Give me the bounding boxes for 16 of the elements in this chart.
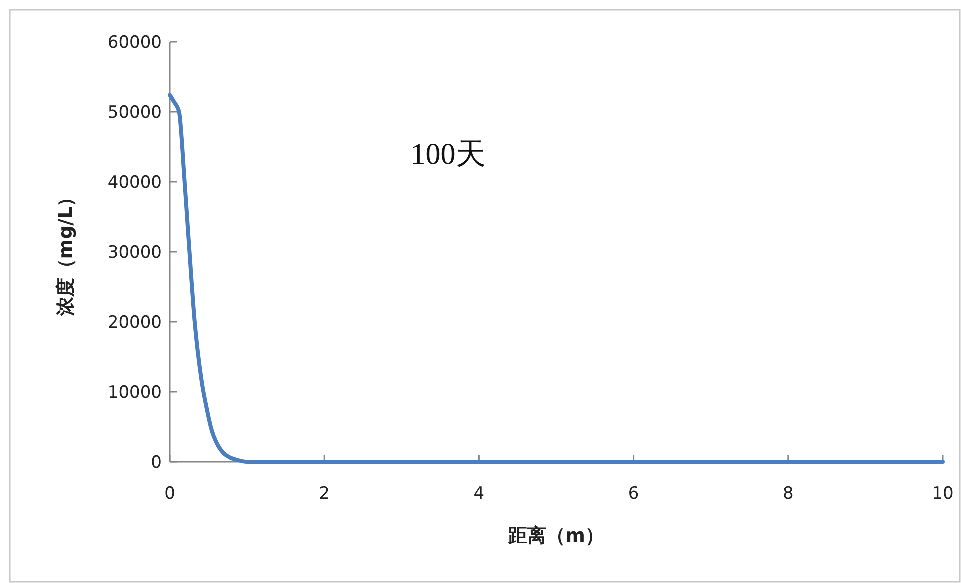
annotation: 100天: [410, 138, 486, 171]
y-tick-label: 30000: [108, 242, 162, 263]
x-tick-label: 6: [628, 484, 640, 504]
x-tick-label: 8: [782, 484, 794, 504]
x-axis-title: 距离（m）: [508, 525, 604, 547]
y-tick-label: 60000: [108, 32, 162, 53]
y-tick-label: 0: [151, 452, 162, 473]
y-tick-label: 40000: [108, 172, 162, 193]
y-tick-label: 20000: [108, 312, 162, 333]
x-tick-label: 10: [932, 484, 954, 504]
x-tick-label: 0: [164, 484, 176, 504]
y-tick-label: 50000: [108, 102, 162, 123]
y-axis-title: 浓度（mg/L）: [55, 188, 77, 318]
y-tick-label: 10000: [108, 382, 162, 403]
x-tick-label: 2: [319, 484, 330, 504]
x-tick-label: 4: [474, 484, 485, 504]
